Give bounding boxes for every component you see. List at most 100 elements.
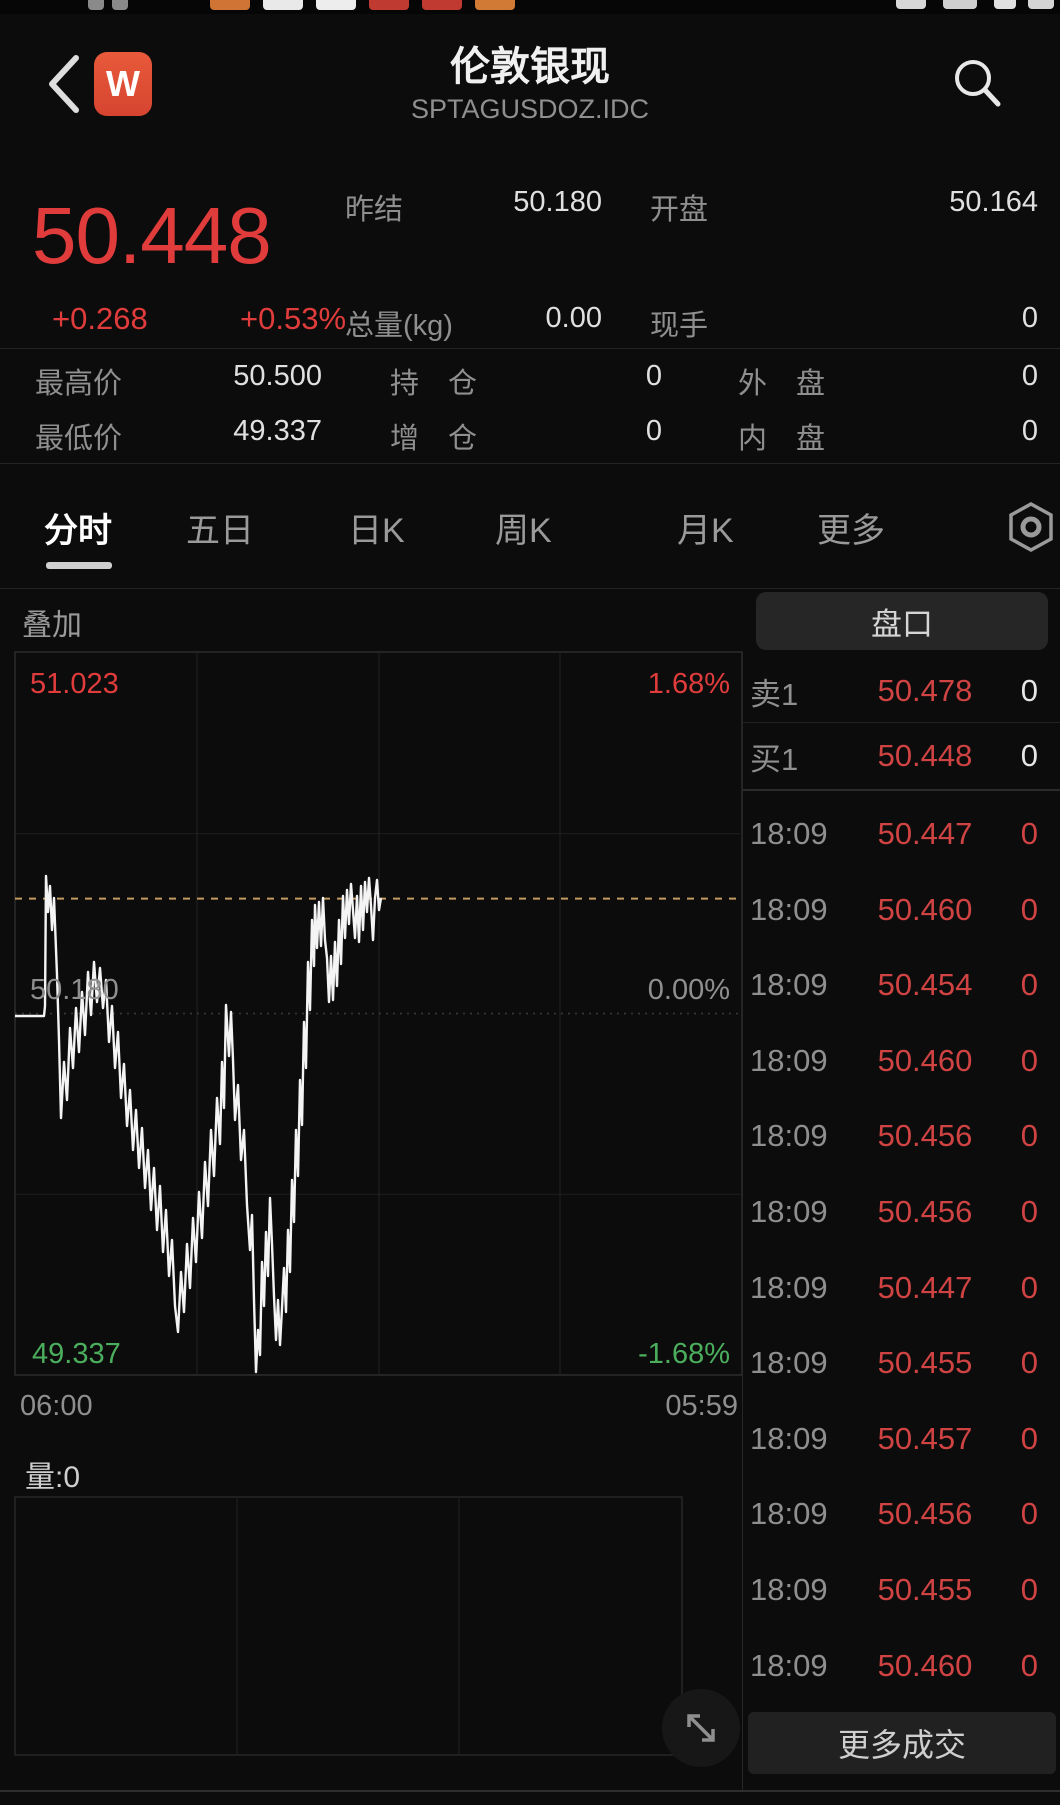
high-label: 最高价 bbox=[35, 368, 123, 400]
trade-time: 18:09 bbox=[750, 1269, 828, 1305]
gear-hexagon-icon bbox=[1009, 502, 1053, 552]
divider bbox=[0, 348, 1060, 349]
divider bbox=[0, 463, 1060, 464]
more-trades-button[interactable]: 更多成交 bbox=[748, 1712, 1056, 1774]
trade-qty: 0 bbox=[1020, 891, 1038, 927]
trade-row: 18:09 50.460 0 bbox=[742, 887, 1060, 933]
expand-chart-button[interactable] bbox=[662, 1689, 740, 1767]
inner-disc-value: 0 bbox=[1021, 415, 1038, 447]
trade-qty: 0 bbox=[1020, 1572, 1038, 1607]
price-line bbox=[15, 874, 383, 1374]
trade-qty: 0 bbox=[1020, 1042, 1038, 1078]
open-value: 50.164 bbox=[949, 186, 1038, 218]
overlay-button[interactable]: 叠加 bbox=[22, 609, 82, 642]
page-title: 伦敦银现 bbox=[450, 45, 610, 89]
status-bar-icon bbox=[369, 0, 409, 10]
chart-border bbox=[14, 651, 743, 1376]
trade-time: 18:09 bbox=[750, 1420, 828, 1456]
trade-price: 50.447 bbox=[877, 1269, 973, 1305]
status-bar-icon bbox=[896, 0, 926, 9]
trade-price: 50.456 bbox=[877, 1118, 973, 1154]
level-divider bbox=[742, 789, 1060, 791]
axis-mid-pct: 0.00% bbox=[647, 974, 730, 1006]
level-divider bbox=[742, 722, 1060, 723]
prev-close-label: 昨结 bbox=[345, 194, 404, 226]
trade-time: 18:09 bbox=[750, 1194, 828, 1229]
tab-五日[interactable]: 五日 bbox=[186, 512, 254, 550]
instrument-code: SPTAGUSDOZ.IDC bbox=[410, 94, 650, 124]
app-badge-icon[interactable]: W bbox=[94, 52, 152, 116]
status-bar-icon bbox=[422, 0, 462, 10]
time-axis-end: 05:59 bbox=[665, 1390, 738, 1422]
trade-row: 18:09 50.454 0 bbox=[742, 962, 1060, 1008]
trade-row: 18:09 50.456 0 bbox=[742, 1491, 1060, 1537]
axis-min-pct: -1.68% bbox=[638, 1338, 730, 1370]
oi-change-label: 增 仓 bbox=[390, 423, 478, 455]
tab-更多[interactable]: 更多 bbox=[817, 512, 885, 550]
trade-row: 18:09 50.455 0 bbox=[742, 1567, 1060, 1613]
trade-row: 18:09 50.447 0 bbox=[742, 811, 1060, 857]
status-bar-icon bbox=[316, 0, 356, 10]
trade-price: 50.456 bbox=[877, 1194, 973, 1229]
axis-max-label: 51.023 bbox=[30, 668, 119, 700]
high-value: 50.500 bbox=[233, 360, 322, 392]
trade-price: 50.454 bbox=[877, 967, 973, 1003]
trade-price: 50.456 bbox=[877, 1496, 973, 1532]
trade-time: 18:09 bbox=[750, 967, 828, 1003]
status-bar-icon bbox=[994, 0, 1016, 9]
panel-divider bbox=[742, 652, 743, 1790]
trade-price: 50.447 bbox=[877, 816, 973, 851]
trade-row: 18:09 50.460 0 bbox=[742, 1643, 1060, 1689]
level-label: 买1 bbox=[750, 741, 799, 777]
price-change-pct: +0.53% bbox=[240, 301, 347, 336]
trade-time: 18:09 bbox=[750, 1647, 828, 1683]
axis-mid-label: 50.180 bbox=[30, 974, 119, 1006]
chevron-left-icon bbox=[49, 55, 79, 113]
time-axis-start: 06:00 bbox=[20, 1390, 93, 1422]
status-bar-icon bbox=[263, 0, 303, 10]
bottom-divider bbox=[0, 1790, 1060, 1792]
order-level-row: 买1 50.448 0 bbox=[742, 733, 1060, 779]
level-qty: 0 bbox=[1020, 673, 1038, 708]
chart-settings-button[interactable] bbox=[1006, 500, 1056, 554]
search-icon bbox=[955, 60, 991, 96]
trade-qty: 0 bbox=[1020, 1420, 1038, 1456]
trade-price: 50.460 bbox=[877, 891, 973, 927]
pankou-button[interactable]: 盘口 bbox=[756, 592, 1048, 650]
trade-qty: 0 bbox=[1020, 1496, 1038, 1532]
trade-price: 50.460 bbox=[877, 1042, 973, 1078]
oi-change-value: 0 bbox=[645, 415, 662, 447]
tab-月K[interactable]: 月K bbox=[677, 512, 734, 550]
trade-qty: 0 bbox=[1020, 1269, 1038, 1305]
trade-qty: 0 bbox=[1020, 967, 1038, 1003]
level-label: 卖1 bbox=[750, 676, 799, 712]
trade-time: 18:09 bbox=[750, 891, 828, 927]
low-label: 最低价 bbox=[35, 423, 123, 455]
trade-qty: 0 bbox=[1020, 816, 1038, 851]
status-bar-icon bbox=[112, 0, 128, 10]
tab-周K[interactable]: 周K bbox=[495, 512, 552, 550]
trade-row: 18:09 50.457 0 bbox=[742, 1416, 1060, 1462]
status-bar-icon bbox=[1028, 0, 1054, 9]
status-bar-icon bbox=[943, 0, 977, 9]
volume-pane-border bbox=[14, 1496, 683, 1756]
trade-row: 18:09 50.447 0 bbox=[742, 1265, 1060, 1311]
active-tab-underline bbox=[46, 562, 112, 569]
back-button[interactable] bbox=[42, 52, 86, 116]
status-bar-icon bbox=[88, 0, 104, 10]
level-price: 50.448 bbox=[877, 738, 973, 773]
current-hand-label: 现手 bbox=[650, 310, 709, 342]
trade-row: 18:09 50.456 0 bbox=[742, 1113, 1060, 1159]
last-price: 50.448 bbox=[32, 191, 272, 280]
tab-日K[interactable]: 日K bbox=[348, 512, 405, 550]
trade-qty: 0 bbox=[1020, 1647, 1038, 1683]
volume-pane-label: 量:0 bbox=[25, 1461, 81, 1494]
open-label: 开盘 bbox=[650, 194, 709, 226]
volume-label: 总量(kg) bbox=[345, 310, 453, 342]
tab-分时[interactable]: 分时 bbox=[44, 512, 112, 550]
outer-disc-label: 外 盘 bbox=[738, 368, 826, 400]
trade-qty: 0 bbox=[1020, 1194, 1038, 1229]
search-button[interactable] bbox=[946, 52, 1008, 114]
open-interest-value: 0 bbox=[645, 360, 662, 392]
trade-price: 50.455 bbox=[877, 1345, 973, 1381]
